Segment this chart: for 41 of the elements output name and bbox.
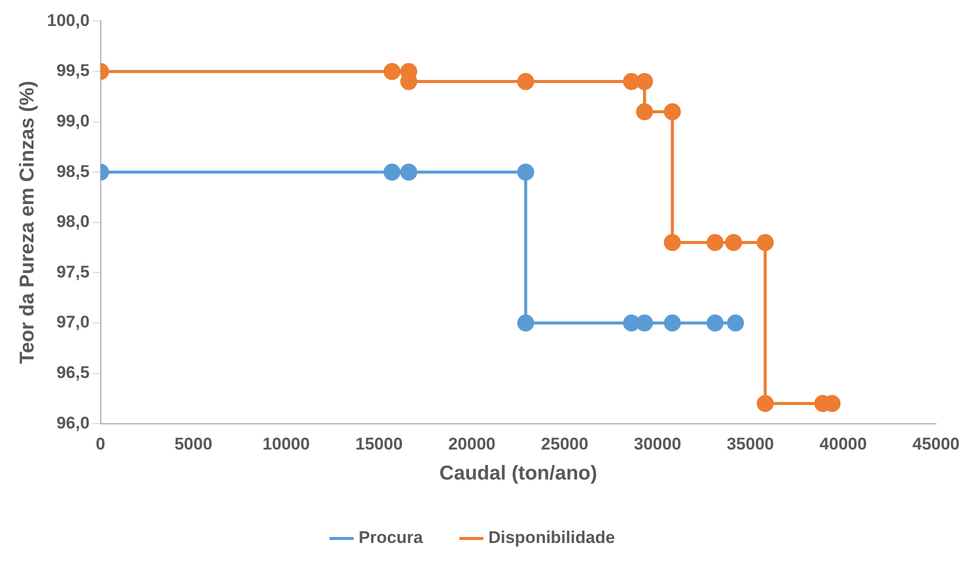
point (706, 314, 724, 332)
point (756, 234, 774, 252)
point (726, 314, 744, 332)
point (636, 314, 654, 332)
y-tick-label: 99,5 (56, 61, 90, 80)
point (725, 234, 742, 252)
x-tick-label: 15000 (355, 434, 403, 454)
x-tick-label: 35000 (726, 434, 774, 454)
legend-label: Procura (358, 528, 424, 548)
y-axis-title: Teor da Pureza em Cinzas (%) (16, 80, 39, 364)
point (384, 164, 401, 181)
y-tick-label: 98,0 (56, 212, 90, 232)
y-tick-label: 97,0 (56, 312, 90, 332)
x-tick-label: 45000 (912, 434, 960, 454)
x-tick-label: 5000 (174, 434, 212, 454)
y-tick-label: 99,0 (56, 111, 90, 130)
point (517, 164, 534, 181)
x-axis-title: Caudal (ton/ano) (439, 462, 598, 485)
y-tick-label: 96,0 (56, 413, 90, 432)
point (664, 103, 681, 120)
point (756, 394, 774, 412)
x-tick-label: 30000 (634, 434, 682, 454)
point (636, 103, 654, 120)
x-tick-label: 20000 (448, 434, 496, 454)
point (517, 314, 534, 332)
point (664, 234, 681, 252)
x-tick-label: 25000 (541, 434, 588, 454)
y-tick-label: 96,5 (56, 362, 90, 382)
point (706, 234, 724, 252)
y-tick-label: 100,0 (46, 10, 90, 30)
point (636, 73, 654, 90)
point (517, 73, 534, 90)
x-tick-label: 0 (96, 434, 106, 454)
x-tick-label: 10000 (262, 434, 310, 454)
point (384, 63, 401, 80)
y-tick-label: 97,5 (56, 262, 90, 282)
legend-label: Disponibilidade (488, 528, 615, 548)
y-tick-label: 98,5 (56, 162, 90, 181)
x-tick-label: 40000 (820, 434, 867, 454)
point (400, 164, 418, 181)
point (664, 314, 681, 332)
